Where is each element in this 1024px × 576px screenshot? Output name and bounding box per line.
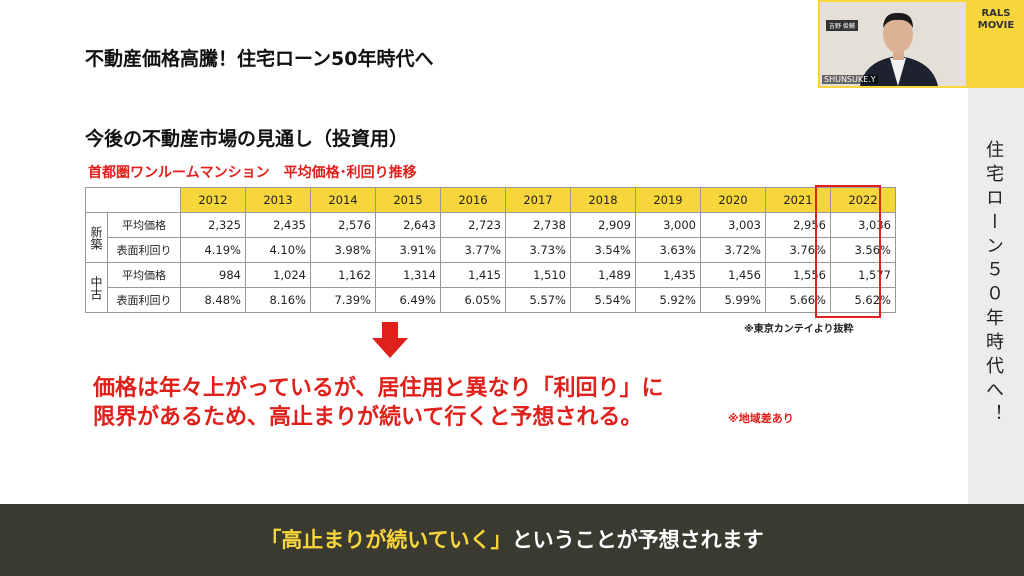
value-cell: 5.54% [570,287,636,313]
presenter [820,2,966,86]
value-cell: 1,024 [245,262,311,288]
value-cell: 8.48% [180,287,246,313]
year-header: 2018 [570,187,636,213]
row-label: 表面利回り [107,287,181,313]
year-header: 2013 [245,187,311,213]
name-tag: 吉野 俊輔 [826,20,858,31]
value-cell: 4.19% [180,237,246,263]
note: ※地域差あり [728,412,794,425]
value-cell: 1,510 [505,262,571,288]
corner-cell [85,187,181,213]
vertical-caption: 住宅ローン５０年時代へ！ [983,140,1004,428]
value-cell: 3,000 [635,212,701,238]
value-cell: 2,738 [505,212,571,238]
value-cell: 3,036 [830,212,896,238]
value-cell: 1,162 [310,262,376,288]
data-row: 表面利回り 4.19% 4.10% 3.98% 3.91% 3.77% 3.73% 3.54%… [86,237,896,263]
row-label: 表面利回り [107,237,181,263]
value-cell: 4.10% [245,237,311,263]
data-table: 2012 2013 2014 2015 2016 2017 2018 2019 2020 2021… [85,187,896,313]
slide-title: 不動産価格高騰！住宅ローン50年時代へ [85,48,434,70]
subtitle: 今後の不動産市場の見通し（投資用） [85,128,409,150]
value-cell: 1,435 [635,262,701,288]
value-cell: 5.92% [635,287,701,313]
value-cell: 6.49% [375,287,441,313]
header-row: 2012 2013 2014 2015 2016 2017 2018 2019 2020 2021… [85,187,896,213]
subtitle-bar: 「高止まりが続いていく」ということが予想されます [0,504,1024,576]
value-cell: 984 [180,262,246,288]
year-header: 2012 [180,187,246,213]
conclusion-line: 価格は年々上がっているが、居住用と異なり「利回り」に [93,376,664,401]
row-label: 平均価格 [107,212,181,238]
value-cell: 3.98% [310,237,376,263]
value-cell: 2,435 [245,212,311,238]
table-title: 首都圏ワンルームマンション 平均価格･利回り推移 [88,165,417,181]
value-cell: 5.66% [765,287,831,313]
group-label: 中古 [85,262,108,313]
year-header: 2017 [505,187,571,213]
value-cell: 5.62% [830,287,896,313]
value-cell: 3.72% [700,237,766,263]
value-cell: 3.91% [375,237,441,263]
value-cell: 1,489 [570,262,636,288]
value-cell: 3.54% [570,237,636,263]
year-header: 2016 [440,187,506,213]
value-cell: 3.63% [635,237,701,263]
caption-text: ということが予想されます [511,528,764,552]
data-row: 新築 平均価格 2,325 2,435 2,576 2,643 2,723 2,738 2,90… [85,212,896,263]
value-cell: 1,415 [440,262,506,288]
group-label: 新築 [85,212,108,263]
logo-line: MOVIE [977,20,1015,31]
value-cell: 2,576 [310,212,376,238]
year-header: 2019 [635,187,701,213]
webcam: 吉野 俊輔 SHUNSUKE.Y [818,0,968,88]
year-header: 2015 [375,187,441,213]
value-cell: 3.73% [505,237,571,263]
value-cell: 6.05% [440,287,506,313]
value-cell: 1,577 [830,262,896,288]
year-header: 2014 [310,187,376,213]
value-cell: 5.99% [700,287,766,313]
value-cell: 3,003 [700,212,766,238]
value-cell: 3.77% [440,237,506,263]
value-cell: 2,325 [180,212,246,238]
data-row: 表面利回り 8.48% 8.16% 7.39% 6.49% 6.05% 5.57% 5.54%… [86,287,896,313]
year-header: 2022 [830,187,896,213]
value-cell: 1,314 [375,262,441,288]
conclusion-line: 限界があるため、高止まりが続いて行くと予想される。 [93,405,643,430]
value-cell: 1,456 [700,262,766,288]
value-cell: 8.16% [245,287,311,313]
value-cell: 2,723 [440,212,506,238]
caption-highlight: 「高止まりが続いていく」 [260,528,512,552]
row-label: 平均価格 [107,262,181,288]
down-arrow [372,322,408,358]
value-cell: 5.57% [505,287,571,313]
value-cell: 2,643 [375,212,441,238]
data-row: 中古 平均価格 984 1,024 1,162 1,314 1,415 1,510 1,489 1… [85,262,896,313]
source-note: ※東京カンテイより抜粋 [744,324,854,335]
logo-line: RALS [981,8,1011,19]
year-header: 2021 [765,187,831,213]
value-cell: 2,956 [765,212,831,238]
highlight-box [815,185,881,318]
webcam-label: SHUNSUKE.Y [822,75,878,84]
year-header: 2020 [700,187,766,213]
value-cell: 2,909 [570,212,636,238]
value-cell: 7.39% [310,287,376,313]
logo: RALS MOVIE [968,0,1024,88]
